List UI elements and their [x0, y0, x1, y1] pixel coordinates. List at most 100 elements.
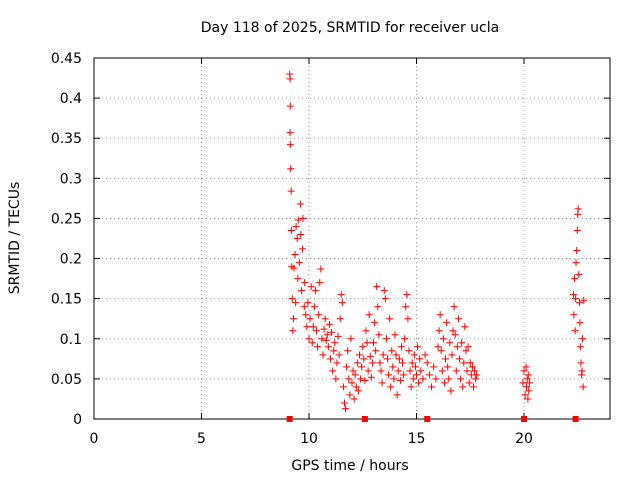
data-point — [338, 299, 346, 307]
data-point — [323, 331, 331, 339]
data-point — [386, 315, 394, 323]
data-point — [379, 351, 387, 359]
data-point — [310, 303, 318, 311]
data-point — [408, 359, 416, 367]
data-point — [295, 259, 303, 267]
data-point — [333, 359, 341, 367]
y-tick-label: 0.35 — [51, 131, 82, 147]
data-point — [387, 383, 395, 391]
data-point — [380, 287, 388, 295]
data-point — [300, 303, 308, 311]
data-point — [335, 351, 343, 359]
data-point — [344, 347, 352, 355]
data-point — [419, 375, 427, 383]
data-point — [302, 311, 310, 319]
data-points — [286, 70, 588, 422]
data-point — [289, 327, 297, 335]
data-point — [367, 373, 375, 381]
data-point — [328, 328, 336, 336]
data-point — [456, 355, 463, 363]
data-point — [286, 102, 294, 110]
data-point — [579, 383, 587, 391]
data-point — [315, 311, 323, 319]
data-point — [296, 200, 304, 208]
data-point — [382, 335, 390, 343]
data-point — [290, 264, 298, 272]
data-point — [364, 367, 372, 375]
data-point — [346, 391, 354, 399]
data-point — [301, 279, 309, 287]
data-point — [525, 379, 533, 387]
data-point — [439, 335, 447, 343]
data-point — [457, 375, 465, 383]
chart-title: Day 118 of 2025, SRMTID for receiver ucl… — [201, 20, 499, 36]
data-point — [366, 352, 374, 360]
data-point — [303, 323, 311, 331]
data-point — [447, 387, 455, 395]
data-point — [389, 363, 397, 371]
x-tick-label: 5 — [197, 431, 206, 447]
data-point — [468, 363, 476, 371]
data-point — [337, 291, 345, 299]
data-point — [362, 327, 370, 335]
data-point — [294, 275, 302, 283]
data-point — [376, 359, 384, 367]
data-point — [578, 367, 586, 375]
data-point — [317, 265, 325, 273]
data-point — [395, 355, 403, 363]
data-point — [320, 325, 328, 333]
data-point — [414, 343, 422, 351]
data-point — [519, 379, 527, 387]
data-point — [434, 343, 442, 351]
data-point — [360, 355, 368, 363]
data-point — [405, 347, 413, 355]
data-point — [378, 379, 386, 387]
data-point — [377, 367, 385, 375]
data-point — [375, 331, 383, 339]
data-point — [451, 331, 459, 339]
data-point — [327, 355, 334, 363]
data-point — [472, 375, 480, 383]
data-point — [299, 245, 307, 253]
data-point — [417, 367, 425, 375]
y-tick-label: 0.45 — [51, 51, 82, 67]
data-point — [458, 339, 466, 347]
gap-marker — [424, 416, 431, 422]
data-point — [575, 271, 583, 279]
grid — [94, 58, 610, 419]
data-point — [411, 363, 419, 371]
data-point — [446, 339, 454, 347]
data-point — [316, 279, 324, 287]
data-point — [450, 303, 458, 311]
y-tick-label: 0.4 — [60, 91, 82, 107]
data-point — [522, 363, 530, 371]
data-point — [442, 355, 450, 363]
data-point — [402, 303, 410, 311]
data-point — [354, 387, 362, 395]
data-point — [525, 387, 533, 395]
data-point — [575, 299, 583, 307]
data-point — [523, 375, 531, 383]
y-axis-label: SRMTID / TECUs — [7, 182, 23, 295]
data-point — [313, 327, 321, 335]
data-point — [403, 291, 411, 299]
data-point — [361, 376, 369, 384]
axis-ticks: 0 5 10 15 20 0 0.05 0.1 0.15 0.2 0.25 0.3 0.35 0.4 0.4… — [51, 51, 610, 447]
data-point — [388, 347, 396, 355]
data-point — [358, 363, 366, 371]
data-point — [576, 343, 584, 351]
y-tick-label: 0.2 — [60, 252, 82, 268]
data-point — [365, 311, 373, 319]
data-point — [352, 383, 360, 391]
data-point — [399, 359, 407, 367]
data-point — [421, 351, 429, 359]
data-point — [580, 296, 588, 304]
data-point — [469, 383, 477, 391]
data-point — [293, 235, 301, 242]
data-point — [569, 291, 577, 299]
data-point — [345, 375, 353, 383]
data-point — [401, 335, 409, 343]
data-point — [454, 315, 462, 323]
data-point — [319, 351, 327, 359]
data-point — [299, 214, 307, 222]
